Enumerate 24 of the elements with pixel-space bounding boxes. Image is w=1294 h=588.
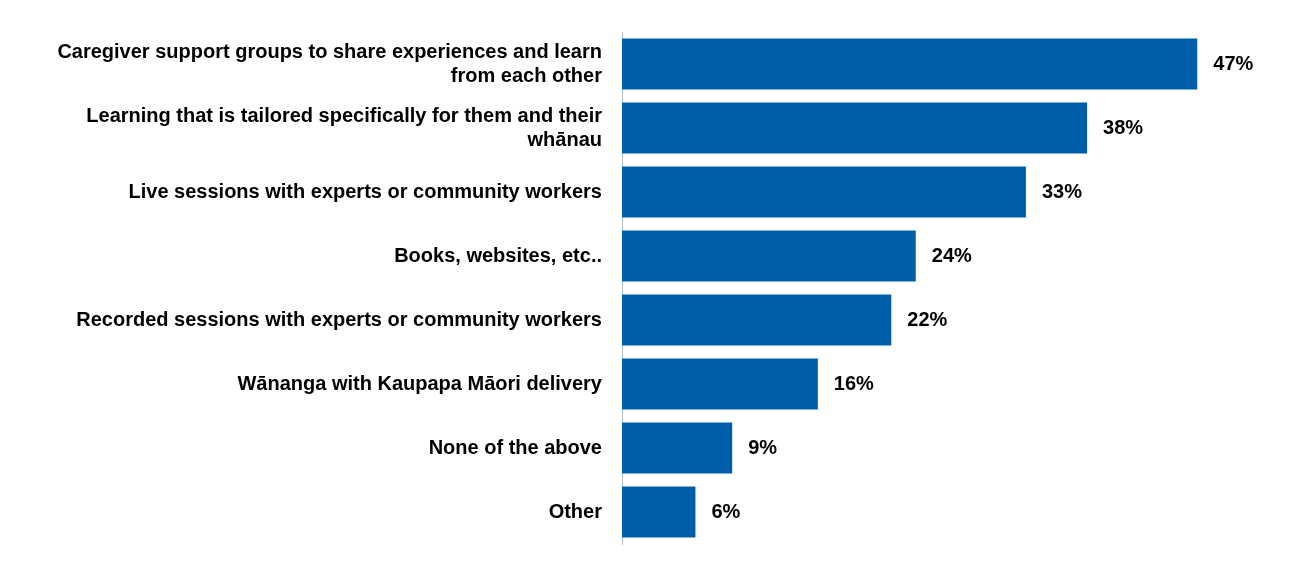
y-tick-label: Recorded sessions with experts or community workers	[76, 307, 602, 330]
bar	[622, 102, 1088, 154]
bar	[622, 294, 892, 346]
y-tick-label: Wānanga with Kaupapa Māori delivery	[237, 371, 603, 394]
data-label: 38%	[1103, 115, 1144, 138]
data-label: 47%	[1213, 51, 1254, 74]
bar	[622, 358, 818, 410]
bar	[622, 230, 916, 282]
bar	[622, 422, 733, 474]
bar	[622, 38, 1198, 90]
y-tick-label: Caregiver support groups to share experiences and learn from each other	[57, 39, 603, 86]
data-label: 33%	[1041, 179, 1083, 202]
bar	[622, 486, 696, 538]
y-tick-label: None of the above	[428, 435, 602, 458]
data-label: 9%	[748, 435, 778, 458]
y-tick-label: Live sessions with experts or community workers	[128, 179, 602, 202]
data-label: 16%	[833, 371, 875, 394]
data-label: 24%	[931, 243, 973, 266]
data-label: 6%	[711, 499, 741, 522]
y-tick-label: Learning that is tailored specifically for them and their whānau	[86, 103, 603, 150]
y-tick-label: Books, websites, etc..	[394, 243, 602, 266]
data-label: 22%	[907, 307, 948, 330]
y-tick-label: Other	[548, 499, 603, 522]
bar	[622, 166, 1026, 218]
